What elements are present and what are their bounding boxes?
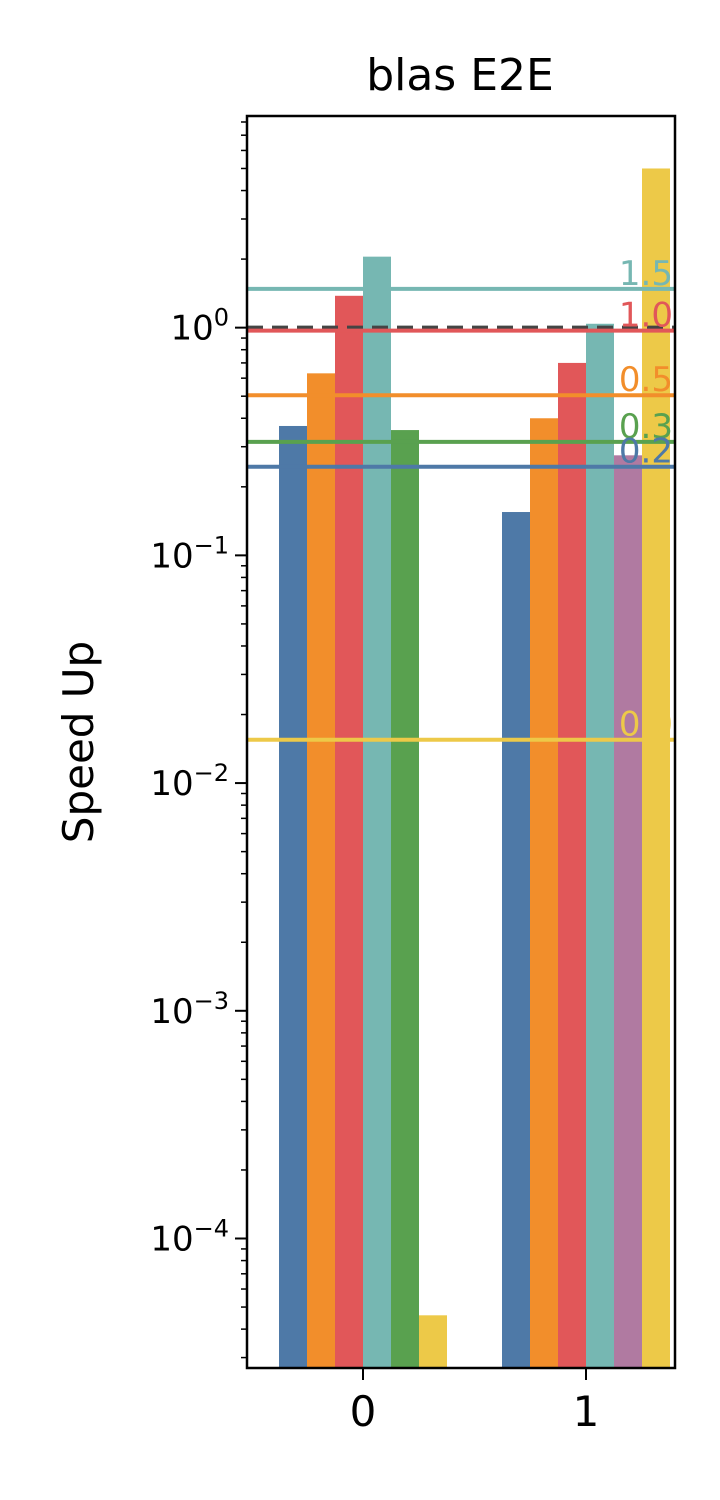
bar-0-series-2 [335, 295, 363, 1369]
reference-line-label: 1.5 [619, 254, 673, 294]
y-tick-label: 10−1 [150, 531, 229, 576]
y-axis-label: Speed Up [54, 641, 103, 843]
bar-1-series-0 [502, 512, 530, 1368]
reference-line-label: 0.0 [619, 705, 673, 745]
bar-0-series-1 [307, 373, 335, 1369]
x-tick-label: 1 [573, 1387, 600, 1436]
bar-0-series-6 [419, 1315, 447, 1368]
bar-1-series-2 [558, 362, 586, 1368]
reference-line-label: 0.2 [619, 432, 673, 472]
x-tick-label: 0 [350, 1387, 377, 1436]
reference-line-label: 0.3 [619, 407, 673, 447]
bar-0-series-4 [391, 430, 419, 1369]
bar-0-series-0 [279, 425, 307, 1368]
reference-line-label: 0.5 [619, 360, 673, 400]
reference-lines-layer: 1.51.0 0.5 0.30.2 0.0 [247, 254, 675, 745]
bar-1-series-5 [614, 455, 642, 1368]
y-tick-label: 10−4 [150, 1215, 229, 1260]
bar-1-series-6 [642, 168, 670, 1369]
reference-line-label: 1.0 [619, 296, 673, 336]
chart-title: blas E2E [366, 50, 554, 101]
bars-layer [279, 168, 670, 1369]
axes-layer: 100 10−1 10−2 10−3 10−4 0 1 [150, 114, 677, 1436]
y-tick-label: 100 [170, 304, 229, 349]
bar-0-series-3 [363, 256, 391, 1368]
bar-1-series-3 [586, 323, 614, 1368]
bar-1-series-1 [530, 418, 558, 1368]
plot-frame [245, 114, 677, 1370]
y-tick-label: 10−3 [150, 987, 229, 1032]
y-tick-label: 10−2 [150, 759, 229, 804]
